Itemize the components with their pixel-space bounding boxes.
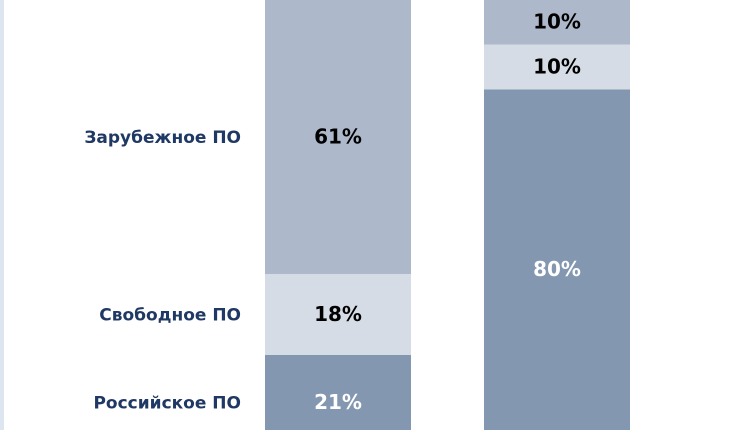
value-label: 10%: [533, 10, 581, 34]
bar-segment: [484, 89, 630, 430]
legend-label: Зарубежное ПО: [84, 128, 241, 148]
legend-label: Свободное ПО: [99, 306, 241, 326]
value-label: 18%: [314, 302, 362, 326]
bar-segment: [265, 0, 411, 274]
bar-segment: [265, 355, 411, 430]
edge: [0, 0, 4, 430]
bar-segment: [484, 44, 630, 90]
bar-segment: [484, 0, 630, 45]
value-label: 80%: [533, 257, 581, 281]
value-label: 61%: [314, 124, 362, 148]
legend-label: Российское ПО: [93, 393, 241, 413]
value-label: 10%: [533, 55, 581, 79]
value-label: 21%: [314, 390, 362, 414]
bar-segment: [265, 274, 411, 355]
